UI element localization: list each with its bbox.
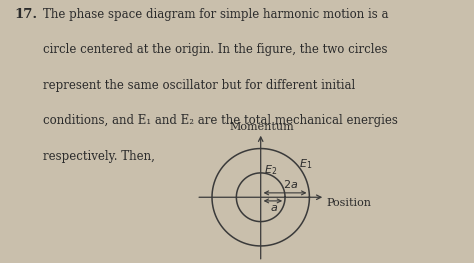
Text: The phase space diagram for simple harmonic motion is a: The phase space diagram for simple harmo… (43, 8, 388, 21)
Text: conditions, and E₁ and E₂ are the total mechanical energies: conditions, and E₁ and E₂ are the total … (43, 114, 398, 127)
Text: $a$: $a$ (270, 203, 278, 213)
Text: $E_2$: $E_2$ (264, 164, 277, 177)
Text: $E_1$: $E_1$ (299, 157, 312, 171)
Text: $2a$: $2a$ (283, 178, 299, 190)
Text: Momentum: Momentum (229, 122, 294, 132)
Text: represent the same oscillator but for different initial: represent the same oscillator but for di… (43, 79, 355, 92)
Text: respectively. Then,: respectively. Then, (43, 150, 155, 163)
Text: 17.: 17. (14, 8, 37, 21)
Text: circle centered at the origin. In the figure, the two circles: circle centered at the origin. In the fi… (43, 43, 387, 56)
Text: Position: Position (327, 199, 371, 209)
